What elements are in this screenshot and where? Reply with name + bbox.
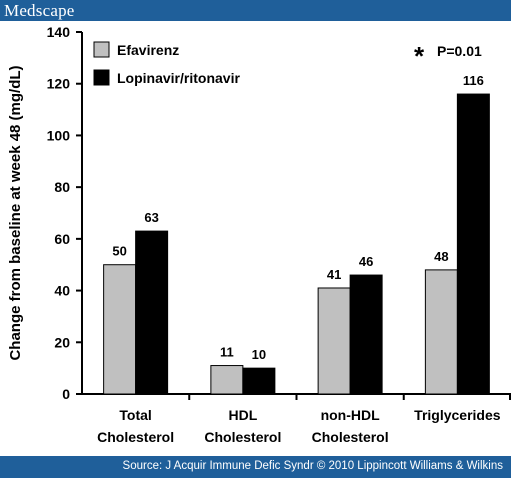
p-value-annotation: P=0.01	[437, 43, 482, 59]
data-label: 46	[359, 254, 373, 269]
x-category-label: non-HDL	[321, 407, 381, 423]
header-bar: Medscape	[0, 0, 511, 21]
chart-bars	[103, 93, 490, 395]
data-label: 41	[327, 267, 341, 282]
y-tick-label: 0	[62, 386, 70, 402]
y-tick-label: 60	[54, 231, 70, 247]
data-label: 11	[220, 345, 234, 360]
data-label: 50	[112, 244, 126, 259]
y-tick-label: 80	[54, 179, 70, 195]
x-category-label: Cholesterol	[204, 429, 281, 445]
y-axis-title: Change from baseline at week 48 (mg/dL)	[7, 65, 24, 360]
data-label: 48	[434, 249, 448, 264]
y-tick-label: 40	[54, 283, 70, 299]
data-label: 10	[252, 347, 266, 362]
bar-lopinavir-ritonavir	[349, 274, 383, 395]
data-label: 63	[144, 210, 158, 225]
legend-label: Lopinavir/ritonavir	[117, 70, 240, 86]
medscape-logo: Medscape	[4, 1, 75, 20]
bar-efavirenz	[210, 365, 244, 395]
bar-lopinavir-ritonavir	[456, 93, 490, 395]
bar-lopinavir-ritonavir	[135, 230, 169, 395]
bar-lopinavir-ritonavir	[242, 367, 276, 395]
chart-legend: Efavirenz Lopinavir/ritonavir * P=0.01	[93, 41, 482, 86]
legend-swatch	[93, 41, 110, 58]
x-category-label: HDL	[228, 407, 257, 423]
data-label: 116	[463, 73, 484, 88]
bar-efavirenz	[103, 264, 137, 395]
legend-label: Efavirenz	[117, 42, 179, 58]
x-category-label: Cholesterol	[312, 429, 389, 445]
bar-efavirenz	[317, 287, 351, 395]
bar-efavirenz	[424, 269, 458, 395]
y-tick-label: 100	[47, 127, 71, 143]
y-tick-label: 120	[47, 76, 71, 92]
legend-swatch	[93, 69, 110, 86]
y-tick-label: 20	[54, 334, 70, 350]
y-tick-label: 140	[47, 24, 71, 40]
x-category-label: Total	[119, 407, 151, 423]
chart-labels: 50 63 Total Cholesterol 11 10 HDL Cholesterol 41…	[97, 73, 501, 445]
footer-bar: Source: J Acquir Immune Defic Syndr © 20…	[0, 456, 511, 478]
x-category-label: Triglycerides	[414, 407, 501, 423]
significance-asterisk: *	[414, 41, 425, 71]
x-category-label: Cholesterol	[97, 429, 174, 445]
bar-chart: 0 20 40 60 80 100 120 140 Change from baseline a…	[7, 24, 511, 445]
source-citation: Source: J Acquir Immune Defic Syndr © 20…	[122, 460, 503, 472]
